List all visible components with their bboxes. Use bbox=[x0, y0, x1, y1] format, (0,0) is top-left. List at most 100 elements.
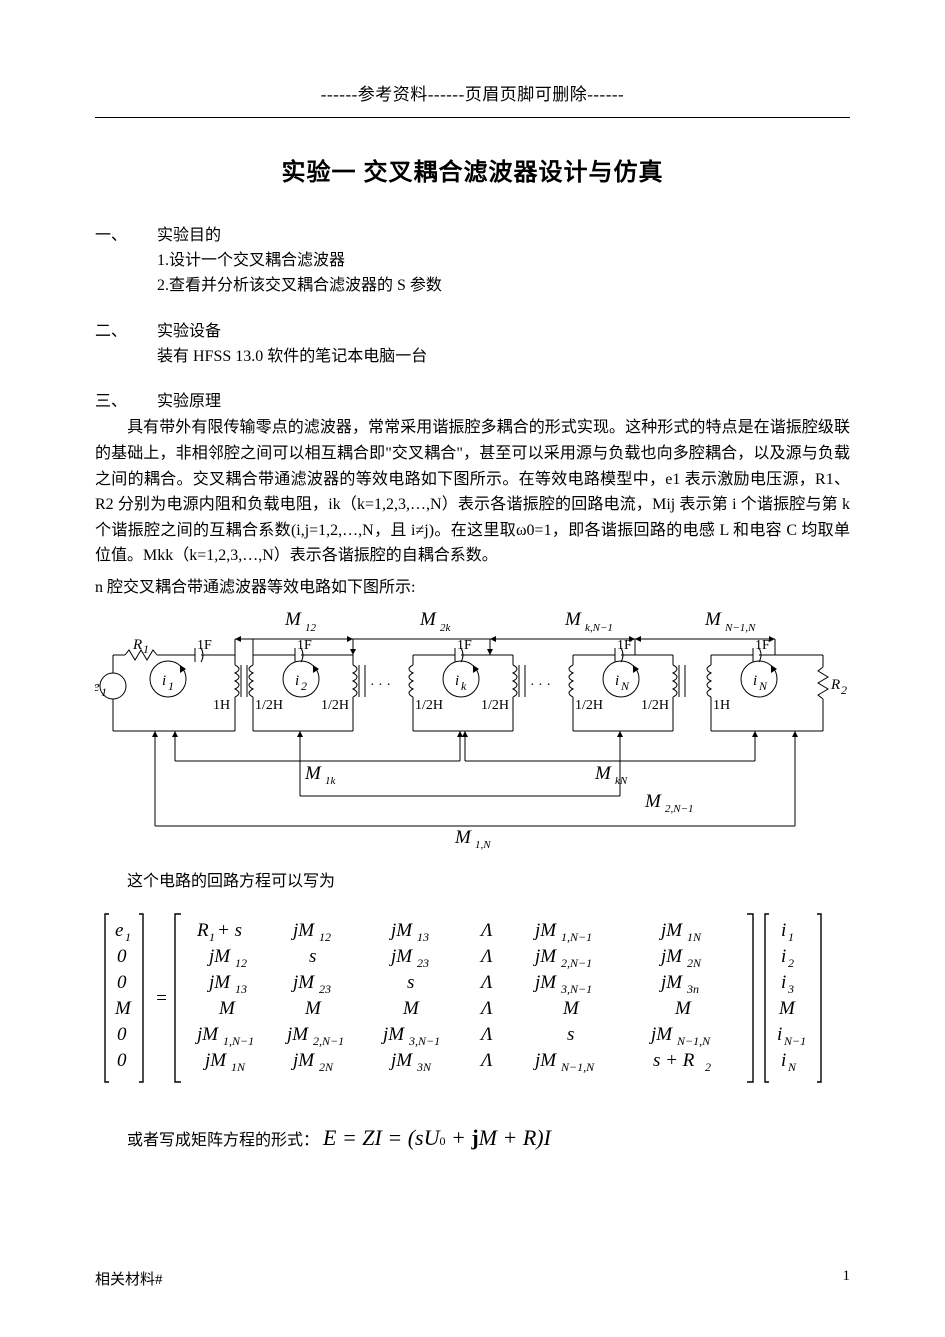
svg-text:M: M bbox=[402, 998, 420, 1019]
svg-text:Λ: Λ bbox=[479, 998, 493, 1019]
svg-text:Λ: Λ bbox=[479, 920, 493, 941]
svg-text:M: M bbox=[218, 998, 236, 1019]
svg-text:12: 12 bbox=[235, 956, 247, 970]
svg-text:3,N−1: 3,N−1 bbox=[560, 982, 592, 996]
svg-text:1H: 1H bbox=[713, 698, 730, 713]
svg-text:0: 0 bbox=[117, 972, 127, 993]
svg-text:1k: 1k bbox=[325, 775, 337, 787]
svg-text:M: M bbox=[674, 998, 692, 1019]
svg-text:1N: 1N bbox=[687, 930, 702, 944]
svg-text:1F: 1F bbox=[197, 638, 212, 653]
svg-text:k: k bbox=[461, 679, 467, 693]
svg-text:jM: jM bbox=[206, 946, 231, 967]
svg-text:2k: 2k bbox=[440, 622, 452, 634]
svg-text:jM: jM bbox=[532, 946, 557, 967]
svg-text:jM: jM bbox=[206, 972, 231, 993]
svg-text:kN: kN bbox=[615, 775, 628, 787]
list-item: 1.设计一个交叉耦合滤波器 bbox=[157, 249, 850, 274]
svg-text:jM: jM bbox=[388, 946, 413, 967]
coupling-label-MN1N: M bbox=[704, 611, 722, 630]
svg-text:2: 2 bbox=[705, 1060, 711, 1074]
svg-text:i: i bbox=[295, 673, 299, 689]
svg-text:M: M bbox=[304, 998, 322, 1019]
svg-text:jM: jM bbox=[658, 972, 683, 993]
paragraph-1: 具有带外有限传输零点的滤波器，常常采用谐振腔多耦合的形式实现。这种形式的特点是在… bbox=[95, 415, 850, 569]
svg-text:3N: 3N bbox=[416, 1060, 432, 1074]
svg-text:1/2H: 1/2H bbox=[481, 698, 509, 713]
svg-text:3n: 3n bbox=[686, 982, 699, 996]
svg-text:1/2H: 1/2H bbox=[415, 698, 443, 713]
section-1-items: 1.设计一个交叉耦合滤波器 2.查看并分析该交叉耦合滤波器的 S 参数 bbox=[157, 249, 850, 299]
svg-text:1,N−1: 1,N−1 bbox=[223, 1034, 254, 1048]
svg-text:e: e bbox=[115, 920, 123, 941]
matrix-equation: e1 0 0 M 0 0 = R 1 + s jM 12 jM 13 Λ jM 1,N−… bbox=[95, 904, 850, 1094]
header-note: ------参考资料------页眉页脚可删除------ bbox=[95, 80, 850, 105]
svg-text:R: R bbox=[196, 920, 209, 941]
section-2-row: 二、 实验设备 bbox=[95, 317, 850, 341]
svg-text:=: = bbox=[155, 988, 168, 1009]
svg-text:2N: 2N bbox=[687, 956, 702, 970]
section-3-row: 三、 实验原理 bbox=[95, 387, 850, 411]
circuit-cell-n: 1H 1F R2 iN bbox=[707, 638, 847, 731]
svg-text:1,N−1: 1,N−1 bbox=[561, 930, 592, 944]
svg-text:2: 2 bbox=[788, 956, 794, 970]
section-2-head: 实验设备 bbox=[157, 317, 221, 341]
svg-text:2,N−1: 2,N−1 bbox=[313, 1034, 344, 1048]
page: ------参考资料------页眉页脚可删除------ 实验一 交叉耦合滤波… bbox=[0, 0, 945, 1337]
matrix-rhs-vector: i1 i2 i3 M iN−1 iN bbox=[765, 914, 821, 1082]
svg-text:i: i bbox=[455, 673, 459, 689]
svg-text:i: i bbox=[781, 946, 786, 967]
svg-text:i: i bbox=[615, 673, 619, 689]
svg-text:12: 12 bbox=[319, 930, 331, 944]
page-footer: 相关材料# 1 bbox=[95, 1268, 850, 1289]
svg-text:jM: jM bbox=[388, 1050, 413, 1071]
section-3-head: 实验原理 bbox=[157, 387, 221, 411]
inline-equation-line: 或者写成矩阵方程的形式： E = ZI = (sU0 + jM + R)I bbox=[95, 1120, 850, 1155]
svg-text:N−1,N: N−1,N bbox=[676, 1034, 711, 1048]
svg-text:1H: 1H bbox=[213, 698, 230, 713]
svg-text:1: 1 bbox=[101, 685, 107, 699]
svg-text:jM: jM bbox=[648, 1024, 673, 1045]
svg-text:13: 13 bbox=[235, 982, 247, 996]
svg-text:jM: jM bbox=[194, 1024, 219, 1045]
svg-text:i: i bbox=[781, 1050, 786, 1071]
svg-text:0: 0 bbox=[117, 946, 127, 967]
svg-text:1/2H: 1/2H bbox=[321, 698, 349, 713]
matrix-lhs-vector: e1 0 0 M 0 0 bbox=[105, 914, 143, 1082]
section-1-num: 一、 bbox=[95, 221, 157, 245]
svg-text:N−1,N: N−1,N bbox=[724, 622, 756, 634]
svg-text:3: 3 bbox=[787, 982, 794, 996]
svg-text:e: e bbox=[95, 679, 100, 695]
svg-text:M: M bbox=[114, 998, 132, 1019]
coupling-1-2 bbox=[235, 636, 353, 697]
svg-text:s: s bbox=[407, 972, 414, 993]
svg-text:i: i bbox=[753, 673, 757, 689]
bottom-couplings: M1k MkN M2,N−1 bbox=[152, 731, 798, 851]
svg-text:+ s: + s bbox=[217, 920, 242, 941]
svg-text:jM: jM bbox=[290, 972, 315, 993]
svg-text:1: 1 bbox=[125, 930, 131, 944]
svg-text:1F: 1F bbox=[457, 638, 472, 653]
svg-text:jM: jM bbox=[202, 1050, 227, 1071]
svg-text:M: M bbox=[778, 998, 796, 1019]
coupling-label-M12: M bbox=[284, 611, 302, 630]
svg-text:M: M bbox=[644, 791, 662, 812]
svg-text:1F: 1F bbox=[617, 638, 632, 653]
svg-text:0: 0 bbox=[117, 1050, 127, 1071]
svg-text:R: R bbox=[830, 677, 840, 693]
svg-text:jM: jM bbox=[388, 920, 413, 941]
svg-text:N−1,N: N−1,N bbox=[560, 1060, 595, 1074]
svg-text:Λ: Λ bbox=[479, 972, 493, 993]
svg-text:1F: 1F bbox=[297, 638, 312, 653]
svg-text:jM: jM bbox=[532, 972, 557, 993]
svg-text:1/2H: 1/2H bbox=[575, 698, 603, 713]
section-3-num: 三、 bbox=[95, 387, 157, 411]
svg-text:Λ: Λ bbox=[479, 1050, 493, 1071]
circuit-cell-2: 1/2H 1F 1/2H i2 bbox=[249, 638, 357, 731]
footer-left: 相关材料# bbox=[95, 1268, 163, 1289]
svg-text:1N: 1N bbox=[231, 1060, 246, 1074]
svg-text:jM: jM bbox=[290, 920, 315, 941]
svg-text:M: M bbox=[562, 998, 580, 1019]
svg-text:Λ: Λ bbox=[479, 946, 493, 967]
paragraph-2: n 腔交叉耦合带通滤波器等效电路如下图所示: bbox=[95, 575, 850, 601]
